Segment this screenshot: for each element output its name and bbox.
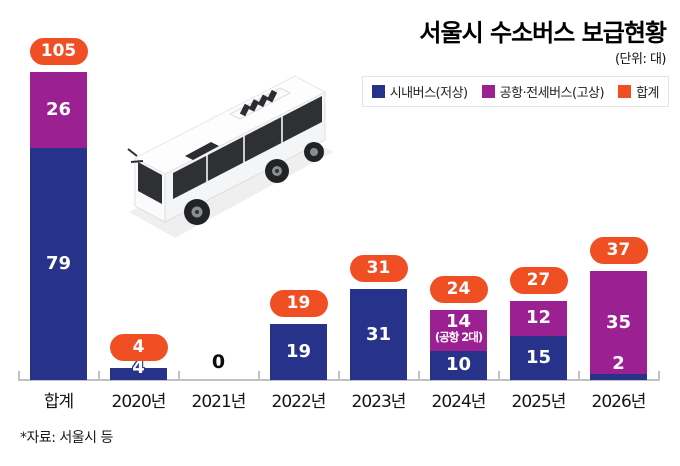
bar-segment-airport-bus [590, 271, 647, 375]
x-axis-tick [18, 371, 20, 379]
segment-value-label: 2 [612, 353, 625, 375]
segment-value-label: 4 [132, 357, 145, 379]
legend-swatch-icon [481, 85, 495, 98]
x-axis-line [18, 379, 660, 381]
chart-legend: 시내버스(저상) 공항·전세버스(고상) 합계 [361, 76, 669, 107]
total-badge: 19 [269, 290, 328, 318]
segment-value-label: 12 [525, 307, 552, 329]
bar-segment-airport-bus [510, 300, 567, 336]
x-axis-tick [658, 371, 660, 379]
x-axis-tick [258, 371, 260, 379]
bar-segment-airport-bus [30, 72, 87, 149]
legend-label: 공항·전세버스(고상) [499, 86, 605, 101]
total-badge: 24 [429, 275, 488, 303]
bus-icon [127, 75, 333, 238]
segment-value: 14 [445, 311, 472, 333]
total-badge: 37 [589, 237, 648, 265]
x-axis-tick [418, 371, 420, 379]
bar-segment-city-bus [270, 324, 327, 380]
legend-swatch-icon [618, 85, 632, 98]
bar-segment-city-bus [510, 336, 567, 380]
x-axis-label: 합계 [43, 392, 74, 412]
segment-value-label: 10 [445, 354, 472, 376]
bar-segment-city-bus [30, 148, 87, 380]
bar-segment-city-bus [590, 374, 647, 380]
legend-item: 합계 [618, 82, 659, 101]
total-badge: 105 [29, 38, 88, 65]
page-title: 서울시 수소버스 보급현황 [419, 19, 667, 47]
x-axis-label: 2024년 [431, 392, 487, 412]
segment-value-label: 14 (공항 2대) [430, 311, 487, 345]
bar-segment-airport-bus [430, 309, 487, 351]
source-note: *자료: 서울시 등 [20, 430, 113, 446]
segment-value-label: 19 [285, 341, 312, 363]
legend-label: 시내버스(저상) [389, 86, 468, 101]
segment-value-label: 35 [605, 311, 632, 333]
legend-item: 시내버스(저상) [371, 82, 468, 101]
unit-label: (단위: 대) [614, 52, 667, 67]
x-axis-tick [498, 371, 500, 379]
x-axis-tick [98, 371, 100, 379]
x-axis-label: 2026년 [591, 392, 647, 412]
x-axis-tick [178, 371, 180, 379]
legend-swatch-icon [371, 85, 385, 98]
x-axis-tick [578, 371, 580, 379]
bar-segment-city-bus [430, 350, 487, 380]
segment-value-label: 31 [365, 323, 392, 345]
segment-value-label: 15 [525, 347, 552, 368]
total-badge: 27 [509, 266, 568, 294]
zero-value-label: 0 [211, 351, 226, 373]
legend-item: 공항·전세버스(고상) [481, 82, 605, 101]
bar-segment-city-bus [350, 289, 407, 380]
total-badge: 4 [109, 334, 168, 362]
x-axis-label: 2022년 [271, 392, 327, 412]
x-axis-label: 2020년 [111, 392, 167, 412]
legend-label: 합계 [636, 86, 659, 101]
segment-note: (공항 2대) [434, 330, 483, 345]
segment-value-label: 26 [45, 99, 72, 121]
x-axis-label: 2025년 [511, 392, 567, 412]
x-axis-label: 2021년 [191, 392, 247, 412]
x-axis-tick [338, 371, 340, 379]
total-badge: 31 [349, 255, 408, 283]
segment-value-label: 79 [45, 253, 72, 275]
x-axis-label: 2023년 [351, 392, 407, 412]
bar-segment-city-bus [110, 368, 167, 380]
